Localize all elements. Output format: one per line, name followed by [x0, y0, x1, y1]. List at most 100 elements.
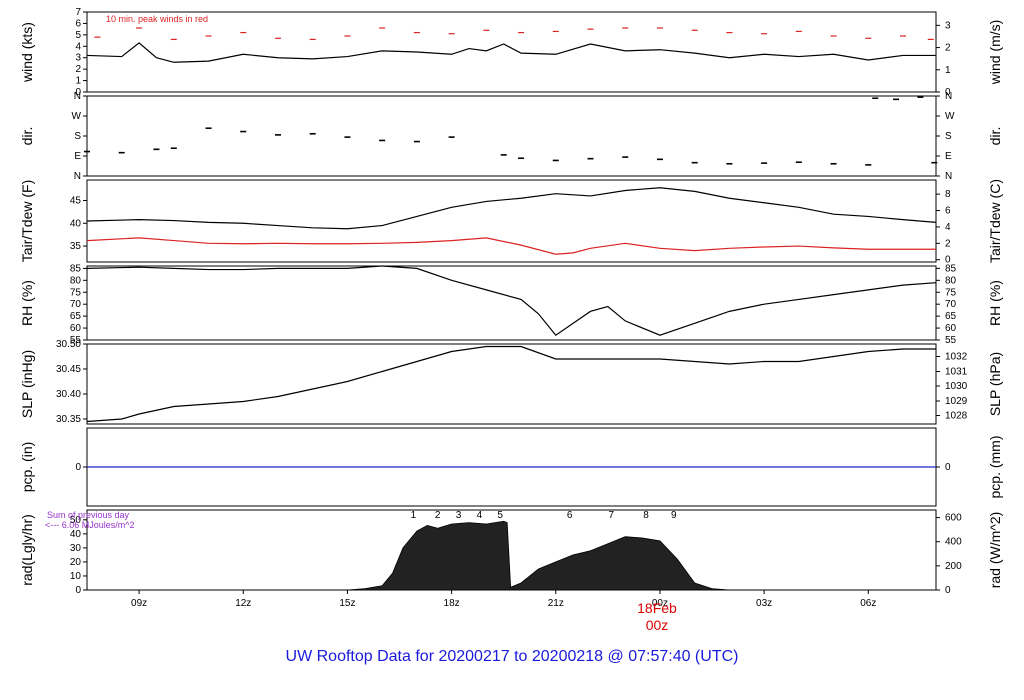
wind-ytick-left-label: 3	[75, 53, 81, 64]
rh-ytick-right-label: 80	[945, 275, 957, 286]
hour-marker: 7	[609, 510, 615, 521]
dir-ytick-left-label: N	[74, 171, 81, 182]
slp-ytick-right-label: 1030	[945, 381, 968, 392]
x-tick-label: 03z	[756, 598, 772, 609]
x-tick-label: 12z	[235, 598, 251, 609]
x-tick-label: 09z	[131, 598, 147, 609]
hour-marker: 8	[643, 510, 649, 521]
pcp-ylabel-left: pcp. (in)	[19, 442, 35, 493]
slp-ylabel-right: SLP (hPa)	[987, 352, 1003, 416]
temp-ytick-right-label: 0	[945, 255, 951, 266]
temp-ytick-right-label: 8	[945, 189, 951, 200]
hour-marker: 9	[671, 510, 677, 521]
slp-ylabel-left: SLP (inHg)	[19, 350, 35, 418]
x-tick-label: 18z	[444, 598, 460, 609]
rh-ytick-right-label: 65	[945, 311, 957, 322]
slp-ytick-left-label: 30.45	[56, 364, 81, 375]
slp-ytick-right-label: 1029	[945, 396, 968, 407]
date-sub-label: 00z	[646, 617, 669, 633]
wind-ylabel-left: wind (kts)	[19, 22, 35, 83]
temp-ylabel-left: Tair/Tdew (F)	[19, 180, 35, 262]
dir-ytick-right-label: E	[945, 151, 952, 162]
rad-ytick-right-label: 600	[945, 513, 962, 524]
dir-ylabel-right: dir.	[987, 127, 1003, 146]
dir-panel-frame	[86, 95, 937, 177]
dir-ytick-right-label: N	[945, 91, 952, 102]
rh-ytick-left-label: 55	[70, 335, 82, 346]
slp-series-line-0	[86, 345, 936, 423]
temp-series-line-1	[86, 237, 936, 255]
slp-ytick-left-label: 30.40	[56, 389, 81, 400]
rh-ytick-right-label: 70	[945, 299, 957, 310]
temp-ytick-right-label: 6	[945, 206, 951, 217]
rad-sum-value: <--- 6.06 MJoules/m^2	[45, 520, 135, 530]
wind-ytick-left-label: 0	[75, 87, 81, 98]
wind-ytick-right-label: 3	[945, 20, 951, 31]
pcp-ylabel-right: pcp. (mm)	[987, 436, 1003, 499]
chart-overlay: 10 min. peak winds in red Sum of previou…	[45, 14, 677, 633]
dir-ytick-left-label: E	[74, 151, 81, 162]
wind-panel-frame	[86, 11, 937, 93]
rad-ylabel-left: rad(Lgly/hr)	[19, 514, 35, 586]
rad-series-area-0	[347, 520, 730, 591]
wind-ytick-left-label: 1	[75, 76, 81, 87]
hour-marker: 2	[435, 510, 441, 521]
peak-winds-note: 10 min. peak winds in red	[106, 14, 208, 24]
rad-ytick-left-label: 50	[70, 515, 82, 526]
hour-marker: 5	[497, 510, 503, 521]
dir-ytick-right-label: W	[945, 111, 955, 122]
dir-ylabel-left: dir.	[19, 127, 35, 146]
temp-ytick-left-label: 35	[70, 241, 82, 252]
rh-ytick-left-label: 75	[70, 287, 82, 298]
rh-ytick-left-label: 80	[70, 275, 82, 286]
rh-ytick-left-label: 65	[70, 311, 82, 322]
hour-marker: 3	[456, 510, 462, 521]
rh-ylabel-left: RH (%)	[19, 280, 35, 326]
rh-ytick-right-label: 85	[945, 263, 957, 274]
rh-panel-frame	[86, 265, 937, 341]
temp-series-line-0	[86, 187, 937, 230]
rad-panel-frame	[86, 509, 937, 591]
wind-ytick-left-label: 7	[75, 7, 81, 18]
slp-panel-frame	[86, 343, 937, 425]
temp-ylabel-right: Tair/Tdew (C)	[987, 179, 1003, 263]
rad-ytick-right-label: 200	[945, 561, 962, 572]
wind-ytick-right-label: 2	[945, 43, 951, 54]
hour-marker: 6	[567, 510, 573, 521]
rad-ytick-right-label: 400	[945, 537, 962, 548]
temp-ytick-left-label: 40	[70, 218, 82, 229]
temp-ytick-left-label: 45	[70, 196, 82, 207]
date-label: 18Feb	[637, 600, 677, 616]
wind-ytick-right-label: 1	[945, 65, 951, 76]
hour-marker: 1	[411, 510, 417, 521]
rh-ytick-left-label: 85	[70, 263, 82, 274]
wind-ytick-left-label: 2	[75, 64, 81, 75]
rh-ytick-right-label: 55	[945, 335, 957, 346]
slp-ytick-left-label: 30.50	[56, 339, 81, 350]
rad-ylabel-right: rad (W/m^2)	[987, 512, 1003, 589]
wind-series-line-0	[86, 42, 936, 63]
rh-series-line-0	[86, 265, 937, 337]
temp-ytick-right-label: 2	[945, 238, 951, 249]
rh-ytick-left-label: 60	[70, 323, 82, 334]
rad-ytick-left-label: 20	[70, 557, 82, 568]
hour-marker: 4	[477, 510, 483, 521]
rh-ytick-right-label: 75	[945, 287, 957, 298]
slp-ytick-right-label: 1032	[945, 352, 968, 363]
x-tick-label: 00z	[652, 598, 668, 609]
rad-ytick-left-label: 30	[70, 543, 82, 554]
x-tick-label: 21z	[548, 598, 564, 609]
wind-ytick-left-label: 6	[75, 18, 81, 29]
wind-ylabel-right: wind (m/s)	[987, 20, 1003, 86]
pcp-ytick-left-label: 0	[75, 462, 81, 473]
wind-ytick-left-label: 5	[75, 30, 81, 41]
temp-ytick-right-label: 4	[945, 222, 951, 233]
wind-ytick-right-label: 0	[945, 87, 951, 98]
pcp-ytick-right-label: 0	[945, 462, 951, 473]
dir-ytick-left-label: W	[72, 111, 82, 122]
dir-ytick-left-label: S	[74, 131, 81, 142]
dir-ytick-right-label: N	[945, 171, 952, 182]
rad-ytick-left-label: 0	[75, 585, 81, 596]
